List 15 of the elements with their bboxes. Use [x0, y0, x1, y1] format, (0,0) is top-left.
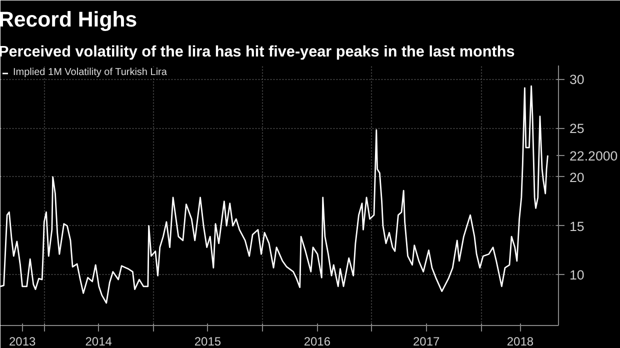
x-tick-label: 2016 — [304, 334, 331, 348]
legend-label: Implied 1M Volatility of Turkish Lira — [13, 67, 167, 78]
x-tick-label: 2017 — [412, 334, 440, 348]
x-tick-label: 2018 — [506, 334, 534, 348]
y-tick-label: 15 — [570, 218, 584, 234]
line-series — [0, 85, 548, 304]
x-tick-label: 2015 — [194, 334, 222, 348]
y-tick-label: 30 — [570, 72, 584, 88]
y-tick-label: 20 — [570, 170, 584, 185]
data-label: 22.2000 — [570, 148, 618, 164]
chart-title: Record Highs — [0, 8, 138, 32]
y-tick-label: 25 — [570, 121, 584, 136]
y-tick-label: 10 — [570, 268, 584, 283]
x-tick-label: 2013 — [8, 334, 36, 348]
x-tick-label: 2014 — [85, 334, 112, 348]
